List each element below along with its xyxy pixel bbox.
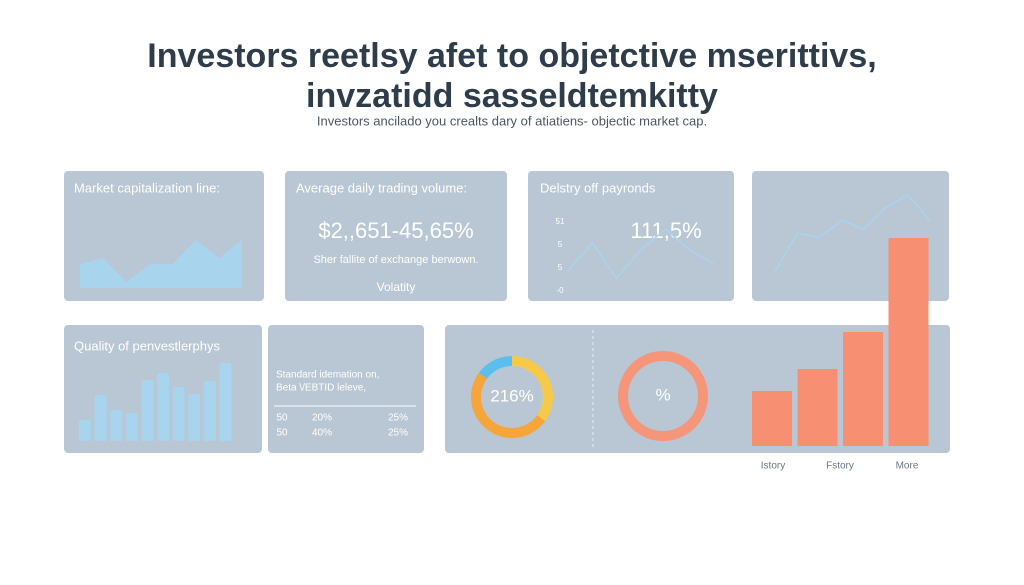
bar bbox=[203, 381, 216, 441]
footer: Volatity bbox=[377, 280, 416, 294]
card bbox=[268, 325, 424, 453]
bar bbox=[219, 363, 232, 441]
x-label: Fstory bbox=[826, 461, 854, 472]
title: Investors reetlsy afet to objetctive mse… bbox=[147, 37, 876, 75]
x-label: Istory bbox=[761, 461, 785, 472]
card bbox=[285, 171, 507, 301]
bar bbox=[843, 332, 883, 446]
bar bbox=[752, 391, 792, 446]
text: Beta \/EBTID leleve, bbox=[276, 383, 366, 394]
axis-label: -0 bbox=[556, 286, 564, 295]
card-title: Average daily trading volume: bbox=[296, 180, 467, 195]
bar bbox=[172, 387, 185, 441]
bar bbox=[125, 413, 138, 441]
bar bbox=[141, 380, 154, 441]
donut-segment bbox=[471, 372, 546, 438]
bar bbox=[79, 420, 91, 441]
table-cell: 20% bbox=[312, 413, 332, 424]
bar bbox=[188, 394, 201, 441]
table-cell: 25% bbox=[388, 428, 408, 439]
table-cell: 50 bbox=[276, 413, 288, 424]
subtitle: Investors ancilado you crealts dary of a… bbox=[317, 113, 707, 128]
bar bbox=[157, 373, 169, 441]
donut-segment bbox=[512, 356, 553, 422]
big-value: $2,,651-45,65% bbox=[318, 218, 473, 243]
card-title: Delstry off payronds bbox=[540, 180, 656, 195]
title: invzatidd sasseldtemkitty bbox=[306, 77, 718, 115]
ring bbox=[618, 351, 708, 441]
card bbox=[528, 171, 734, 301]
donut-segment bbox=[478, 356, 512, 379]
bar bbox=[110, 410, 123, 441]
table-cell: 25% bbox=[388, 413, 408, 424]
table-cell: 50 bbox=[276, 428, 288, 439]
text: Standard idemation on, bbox=[276, 370, 379, 381]
card-title: Quality of penvestlerphys bbox=[74, 338, 220, 353]
axis-label: 5 bbox=[558, 240, 563, 249]
axis-label: 5 bbox=[558, 263, 563, 272]
donut-label: 216% bbox=[490, 386, 533, 405]
area bbox=[80, 240, 242, 288]
line bbox=[774, 194, 931, 272]
bar bbox=[94, 395, 107, 441]
table-cell: 40% bbox=[312, 428, 332, 439]
axis-label: 51 bbox=[556, 217, 565, 226]
card-title: Market capitalization line: bbox=[74, 180, 220, 195]
x-label: More bbox=[896, 461, 919, 472]
ring-label: % bbox=[655, 385, 670, 404]
line bbox=[567, 228, 715, 280]
note: Sher fallite of exchange berwown. bbox=[313, 254, 478, 266]
bar bbox=[888, 238, 929, 446]
bar bbox=[797, 369, 838, 446]
